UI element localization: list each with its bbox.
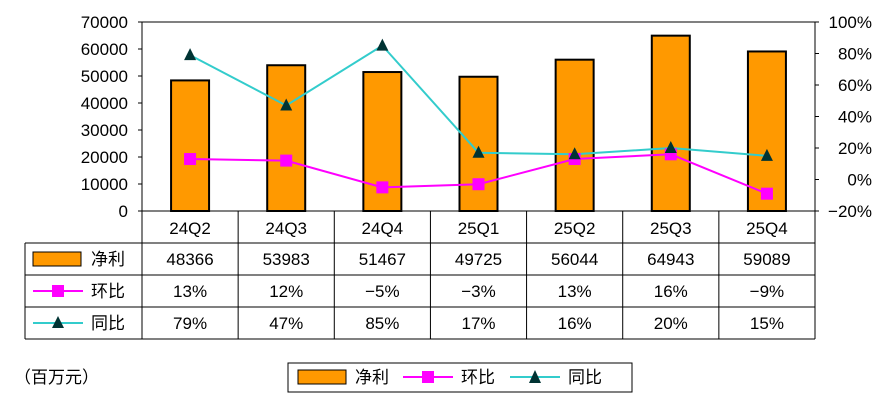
table-row-label: 净利 — [91, 250, 125, 270]
table-cell: 51467 — [359, 250, 406, 269]
table-cell: 79% — [173, 314, 207, 333]
table-cell: −9% — [750, 282, 785, 301]
x-tick-label: 25Q1 — [458, 219, 500, 238]
bar-25Q4 — [746, 50, 787, 212]
qoq-point-24Q3 — [280, 154, 293, 167]
table-key-bar — [32, 251, 82, 267]
y-left-tick-label: 50000 — [81, 67, 128, 86]
table-cell: −3% — [461, 282, 496, 301]
y-right-tick-label: 60% — [838, 76, 872, 95]
table-cell: 85% — [365, 314, 399, 333]
y-right-tick-label: 0% — [847, 171, 872, 190]
legend-bar-swatch — [297, 369, 347, 385]
qoq-point-24Q4 — [376, 181, 389, 194]
table-key-qoq-marker — [52, 285, 64, 297]
line-group — [184, 38, 773, 200]
table-cell: 12% — [269, 282, 303, 301]
table-cell: 15% — [750, 314, 784, 333]
y-right-tick-label: 80% — [838, 45, 872, 64]
y-left-tick-label: 70000 — [81, 13, 128, 32]
unit-note: （百万元） — [14, 368, 99, 388]
table-cell: 16% — [558, 314, 592, 333]
x-tick-label: 24Q4 — [362, 219, 404, 238]
legend-label-qoq: 环比 — [461, 368, 495, 388]
table-cell: 16% — [654, 282, 688, 301]
y-right-axis: −20% 0% 20% 40% 60% 80% 100% — [815, 13, 872, 221]
yoy-point-24Q2 — [184, 48, 197, 61]
y-left-axis: 0 10000 20000 30000 40000 50000 60000 70000 — [81, 13, 142, 221]
table-cell: 56044 — [551, 250, 598, 269]
y-left-tick-label: 40000 — [81, 94, 128, 113]
yoy-point-24Q3 — [280, 98, 293, 111]
table-cell: 20% — [654, 314, 688, 333]
table-key-yoy-marker — [52, 316, 64, 328]
x-tick-label: 24Q3 — [265, 219, 307, 238]
table-row-label: 环比 — [91, 282, 125, 302]
qoq-point-25Q4 — [760, 187, 773, 200]
legend-label-yoy: 同比 — [568, 368, 602, 388]
y-left-tick-label: 0 — [119, 202, 128, 221]
qoq-point-24Q2 — [184, 153, 197, 166]
table-cell: −5% — [365, 282, 400, 301]
y-left-tick-label: 60000 — [81, 40, 128, 59]
y-left-tick-label: 30000 — [81, 121, 128, 140]
bar-25Q1 — [458, 75, 499, 213]
x-tick-label: 24Q2 — [169, 219, 211, 238]
y-left-tick-label: 10000 — [81, 175, 128, 194]
y-right-tick-label: −20% — [828, 202, 872, 221]
yoy-point-25Q3 — [664, 141, 677, 153]
table-row-label: 同比 — [91, 314, 125, 334]
bar-24Q3 — [266, 64, 307, 213]
table-cell: 17% — [461, 314, 495, 333]
x-tick-label: 25Q2 — [554, 219, 596, 238]
legend-label-net-profit: 净利 — [355, 368, 389, 388]
yoy-point-25Q2 — [568, 147, 581, 160]
table-cell: 47% — [269, 314, 303, 333]
bar-25Q3 — [650, 34, 691, 212]
legend: 净利 环比 同比 — [287, 362, 633, 393]
legend-yoy-marker — [529, 370, 541, 383]
qoq-point-25Q1 — [472, 178, 485, 191]
y-right-tick-label: 20% — [838, 139, 872, 158]
table-cell: 49725 — [455, 250, 502, 269]
yoy-point-25Q1 — [472, 145, 485, 158]
table-cell: 53983 — [263, 250, 310, 269]
data-table: 24Q2 24Q3 24Q4 25Q1 25Q2 25Q3 25Q4 净利 48366 53983… — [24, 211, 816, 340]
table-cell: 13% — [173, 282, 207, 301]
yoy-point-24Q4 — [376, 38, 389, 51]
y-left-tick-label: 20000 — [81, 148, 128, 167]
table-cell: 48366 — [166, 250, 213, 269]
bar-25Q2 — [554, 58, 595, 212]
table-cell: 59089 — [743, 250, 790, 269]
y-right-tick-label: 100% — [829, 13, 872, 32]
table-cell: 64943 — [647, 250, 694, 269]
bar-24Q2 — [170, 79, 211, 212]
legend-qoq-marker — [422, 371, 434, 383]
table-cell: 13% — [558, 282, 592, 301]
yoy-point-25Q4 — [760, 148, 773, 161]
x-tick-label: 25Q4 — [746, 219, 788, 238]
x-tick-label: 25Q3 — [650, 219, 692, 238]
y-right-tick-label: 40% — [838, 108, 872, 127]
